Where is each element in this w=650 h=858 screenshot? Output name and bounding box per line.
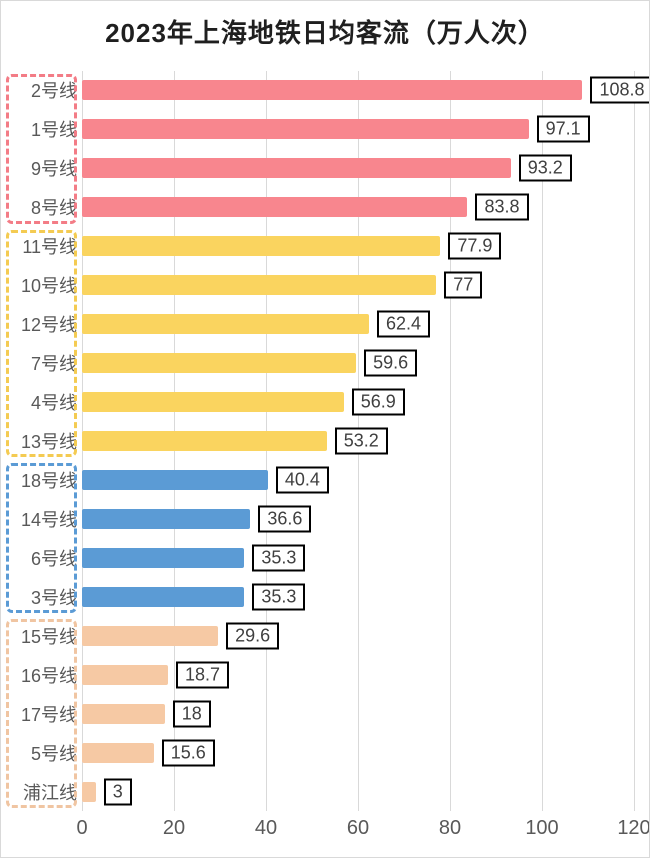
- bar: [82, 781, 96, 802]
- category-label: 4号线: [30, 393, 77, 414]
- group-box-tier-4-peach: [6, 619, 77, 808]
- category-label: 13号线: [20, 431, 77, 452]
- category-label: 3号线: [30, 587, 77, 608]
- value-label: 62.4: [377, 310, 431, 338]
- category-label: 6号线: [30, 548, 77, 569]
- bar: [82, 508, 251, 529]
- bar: [82, 625, 219, 646]
- value-label: 108.8: [590, 76, 649, 104]
- category-label: 9号线: [30, 159, 77, 180]
- category-axis: 2号线 1号线 9号线 8号线 11号线 10号线 12号线 7号线 4号线 13号线 18号线 14…: [1, 71, 82, 811]
- value-label: 93.2: [518, 154, 572, 182]
- category-label: 7号线: [30, 354, 77, 375]
- bar: [82, 469, 268, 490]
- value-label: 36.6: [258, 505, 312, 533]
- x-tick-label: 80: [438, 817, 462, 839]
- bar: [82, 197, 468, 218]
- value-label: 18.7: [176, 661, 230, 689]
- value-label: 35.3: [252, 544, 306, 572]
- value-label: 77: [444, 271, 483, 299]
- value-label: 97.1: [536, 115, 590, 143]
- bar: [82, 236, 441, 257]
- x-tick-label: 40: [254, 817, 278, 839]
- category-label: 1号线: [30, 120, 77, 141]
- value-label: 53.2: [334, 427, 388, 455]
- plot-area: 108.8 97.1 93.2 83.8 77.9 77 62.4 59.6 56.9 53.2 4…: [82, 71, 649, 811]
- x-tick-label: 20: [162, 817, 186, 839]
- value-axis: 0 20 40 60 80 100 120: [76, 817, 649, 847]
- value-label: 56.9: [351, 388, 405, 416]
- value-label: 59.6: [364, 349, 418, 377]
- group-box-tier-2-yellow: [6, 229, 77, 458]
- category-label: 12号线: [20, 315, 77, 336]
- category-label: 17号线: [20, 704, 77, 725]
- category-label: 5号线: [30, 743, 77, 764]
- bar: [82, 431, 327, 451]
- value-label: 40.4: [275, 466, 329, 494]
- chart-title: 2023年上海地铁日均客流（万人次）: [105, 18, 545, 48]
- bar: [82, 664, 169, 685]
- bar: [82, 703, 165, 724]
- bar: [82, 392, 344, 413]
- x-tick-label: 0: [76, 817, 88, 839]
- value-label: 35.3: [252, 583, 306, 611]
- bar: [82, 353, 357, 374]
- bar: [82, 158, 511, 179]
- bar: [82, 119, 529, 140]
- bar: [82, 586, 245, 607]
- value-label: 29.6: [226, 622, 280, 650]
- value-label: 83.8: [475, 193, 529, 221]
- category-label: 18号线: [20, 470, 77, 491]
- bar: [82, 314, 370, 335]
- category-label: 14号线: [20, 509, 77, 530]
- bar: [82, 547, 245, 568]
- category-label: 8号线: [30, 198, 77, 219]
- category-label: 10号线: [20, 276, 77, 297]
- x-tick-label: 100: [525, 817, 559, 839]
- group-box-tier-3-blue: [6, 463, 77, 614]
- bar: [82, 742, 154, 763]
- gridline: [634, 71, 635, 811]
- bar: [82, 275, 437, 296]
- value-label: 77.9: [448, 232, 502, 260]
- value-label: 18: [172, 700, 211, 728]
- category-label: 11号线: [22, 237, 77, 258]
- gridline: [450, 71, 451, 811]
- x-tick-label: 60: [346, 817, 370, 839]
- x-tick-label: 120: [617, 817, 650, 839]
- category-label: 16号线: [20, 665, 77, 686]
- group-box-tier-1-red: [6, 74, 77, 224]
- bar: [82, 80, 583, 101]
- category-label: 15号线: [20, 626, 77, 647]
- category-label: 2号线: [30, 81, 77, 102]
- category-label: 浦江线: [23, 782, 77, 803]
- value-label: 15.6: [161, 739, 215, 767]
- gridline: [542, 71, 543, 811]
- value-label: 3: [103, 778, 132, 806]
